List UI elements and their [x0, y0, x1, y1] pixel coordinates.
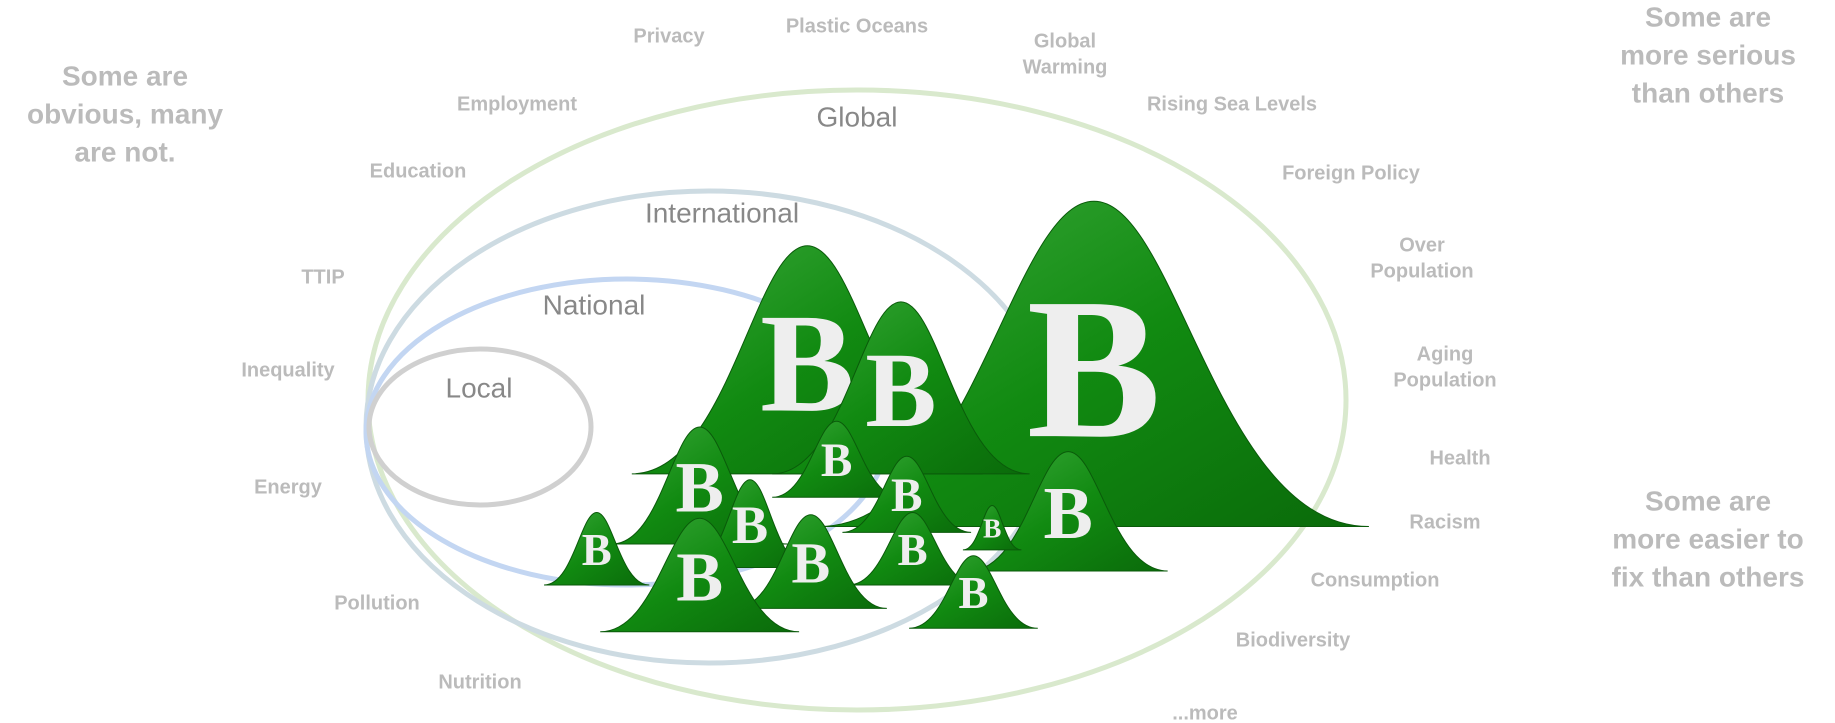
- ring-label: International: [645, 197, 799, 228]
- issue-label: Rising Sea Levels: [1147, 93, 1317, 115]
- diagram: BBBBBBBBBBBBBB Some areobvious, manyare …: [0, 0, 1835, 723]
- mountain-letter: B: [958, 568, 988, 618]
- ring-label: Global: [817, 101, 898, 132]
- issue-label: Health: [1429, 447, 1490, 469]
- side-note: more easier to: [1612, 523, 1803, 554]
- mountain-letter: B: [898, 525, 928, 575]
- side-note: are not.: [74, 136, 175, 167]
- issue-label: Inequality: [241, 359, 335, 381]
- issue-label: Aging: [1417, 343, 1474, 365]
- mountain-letter: B: [582, 525, 612, 575]
- side-note: than others: [1632, 77, 1784, 108]
- side-note: fix than others: [1612, 561, 1805, 592]
- issue-label: Employment: [457, 93, 577, 115]
- side-note: obvious, many: [27, 98, 223, 129]
- side-note: Some are: [62, 60, 188, 91]
- mountain-letter: B: [1027, 256, 1162, 480]
- issue-label: Global: [1034, 30, 1096, 52]
- side-note: Some are: [1645, 1, 1771, 32]
- issue-label: ...more: [1172, 702, 1238, 723]
- issue-label: Foreign Policy: [1282, 162, 1421, 184]
- side-note: Some are: [1645, 485, 1771, 516]
- issue-label: Population: [1393, 369, 1496, 391]
- issue-label: Over: [1399, 234, 1445, 256]
- issue-label: Population: [1370, 260, 1473, 282]
- mountain-letter: B: [676, 538, 723, 616]
- issue-label: Pollution: [334, 592, 420, 614]
- mountain-letter: B: [732, 495, 768, 555]
- mountain-letter: B: [983, 513, 1001, 544]
- issue-label: Privacy: [633, 25, 705, 47]
- issue-label: Nutrition: [438, 671, 521, 693]
- issue-label: Racism: [1409, 511, 1480, 533]
- issue-label: Energy: [254, 476, 323, 498]
- side-note: more serious: [1620, 39, 1796, 70]
- mountain-letter: B: [1044, 473, 1093, 555]
- issue-label: TTIP: [301, 266, 344, 288]
- issue-label: Warming: [1023, 56, 1108, 78]
- mountain-letter: B: [791, 530, 830, 595]
- issue-label: Consumption: [1311, 569, 1440, 591]
- mountain-letter: B: [865, 332, 936, 450]
- mountain-letter: B: [675, 447, 723, 528]
- mountain-letter: B: [821, 435, 852, 487]
- ring-label: Local: [446, 372, 513, 403]
- issue-label: Education: [370, 160, 467, 182]
- ring-label: National: [543, 289, 646, 320]
- issue-label: Biodiversity: [1236, 629, 1351, 651]
- issue-label: Plastic Oceans: [786, 15, 928, 37]
